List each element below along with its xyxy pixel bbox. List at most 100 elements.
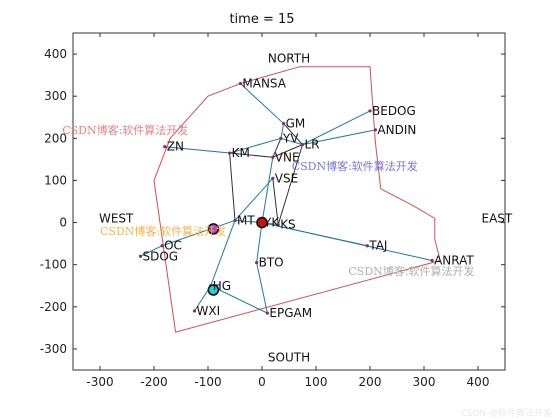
node-label-taj: TAJ xyxy=(368,239,387,253)
node-km xyxy=(228,151,232,155)
node-mt xyxy=(233,218,237,223)
node-bto xyxy=(255,260,259,265)
y-tick-label: 0 xyxy=(59,216,67,230)
node-label-lr: LR xyxy=(305,138,320,152)
node-label-sdog: SDOG xyxy=(143,249,179,263)
footer-watermark-sub: CSDN @软件算法开发 xyxy=(460,407,552,419)
x-tick-label: 100 xyxy=(305,375,328,389)
x-tick-label: 400 xyxy=(467,375,490,389)
chart-title: time = 15 xyxy=(229,12,294,27)
x-tick-label: 300 xyxy=(413,375,436,389)
nodes-layer xyxy=(138,81,434,315)
node-oc xyxy=(160,244,164,248)
edge-yv-vne xyxy=(272,138,282,158)
watermark-text-4: CSDN博客:软件算法开发 xyxy=(348,264,474,278)
edge-vse-mt xyxy=(234,177,274,221)
node-mansa xyxy=(238,81,242,86)
edge-mt-hg xyxy=(210,220,236,286)
x-tick-label: -100 xyxy=(194,375,221,389)
edge-km-vne xyxy=(229,152,273,158)
y-tick-label: 300 xyxy=(44,89,67,103)
x-tick-label: -200 xyxy=(140,375,167,389)
region-label-east: EAST xyxy=(482,212,513,226)
node-epgam xyxy=(265,311,269,315)
node-label-km: KM xyxy=(232,146,250,160)
agents-layer xyxy=(207,216,268,296)
ticks-layer: -300 -200 -100 0 100 200 300 400 -300 -200 -100 0 10… xyxy=(40,33,505,389)
edge-bto-epgam xyxy=(256,262,268,314)
region-label-north: NORTH xyxy=(268,51,310,65)
node-vse xyxy=(271,176,275,180)
edge-lr-bedog xyxy=(302,110,371,146)
edge-km-yv xyxy=(229,137,282,154)
watermark-text-3: CSDN博客:软件算法开发 xyxy=(100,224,226,238)
node-label-mt: MT xyxy=(237,213,255,227)
node-yv xyxy=(279,136,283,140)
node-label-hg: HG xyxy=(213,279,231,293)
plot-area: MANSA GM BEDOG ANDIN YV LR ZN KM VNE VSE MT YK KS OC T… xyxy=(62,32,513,371)
node-label-mansa: MANSA xyxy=(242,77,286,91)
x-tick-label: 200 xyxy=(359,375,382,389)
y-tick-label: -100 xyxy=(40,258,67,272)
edge-mt-oc xyxy=(161,219,236,247)
node-label-yv: YV xyxy=(282,131,299,145)
node-label-gm: GM xyxy=(286,117,306,131)
region-label-west: WEST xyxy=(99,212,134,226)
agent-marker-3 xyxy=(207,284,220,296)
node-label-zn: ZN xyxy=(167,140,184,154)
edge-vne-yk xyxy=(261,157,274,223)
node-ks xyxy=(276,223,280,227)
node-label-andin: ANDIN xyxy=(377,123,416,137)
edge-lr-andin xyxy=(302,129,376,146)
x-tick-label: -300 xyxy=(86,375,113,389)
node-label-bto: BTO xyxy=(259,256,284,270)
region-boundary xyxy=(153,66,441,333)
edge-yk-anrat xyxy=(261,222,433,261)
node-label-epgam: EPGAM xyxy=(269,306,312,320)
edges-layer xyxy=(140,83,433,314)
boundary-layer xyxy=(153,66,441,333)
edge-km-mt xyxy=(229,153,236,221)
watermark-layer: CSDN博客:软件算法开发 CSDN博客:软件算法开发 CSDN博客:软件算法开发 C… xyxy=(62,123,474,278)
y-tick-label: -200 xyxy=(40,300,67,314)
node-zn xyxy=(163,145,167,149)
node-label-yk: YK xyxy=(263,216,280,230)
node-label-ks: KS xyxy=(280,218,296,232)
watermark-text-1: CSDN博客:软件算法开发 xyxy=(62,123,188,137)
footer-watermark-main: 掘金技术社区 @ 软件算法开发 xyxy=(350,391,543,408)
node-label-bedog: BEDOG xyxy=(372,104,416,118)
axes-box xyxy=(72,32,506,371)
node-label-oc: OC xyxy=(164,239,182,253)
region-label-south: SOUTH xyxy=(268,351,310,365)
edge-mansa-gm xyxy=(240,83,284,124)
y-tick-label: -300 xyxy=(40,342,67,356)
y-tick-label: 100 xyxy=(44,173,67,187)
node-sdog xyxy=(138,254,143,258)
edge-lr-ks xyxy=(277,144,303,225)
edge-hg-epgam xyxy=(210,285,268,314)
node-vne xyxy=(271,155,275,159)
edge-oc-sdog xyxy=(140,245,163,257)
y-tick-label: 200 xyxy=(44,131,67,145)
node-label-wxi: WXI xyxy=(197,304,221,318)
edge-gm-lr xyxy=(283,123,303,145)
edge-vse-ks xyxy=(272,178,279,225)
y-tick-label: 400 xyxy=(44,47,67,61)
node-wxi xyxy=(192,309,197,313)
node-gm xyxy=(282,121,286,126)
edge-vne-lr xyxy=(272,144,303,158)
node-bedog xyxy=(368,109,372,113)
node-label-vne: VNE xyxy=(275,150,300,164)
node-lr xyxy=(300,143,305,147)
node-anrat xyxy=(430,258,434,263)
node-andin xyxy=(373,128,377,132)
agent-marker-1 xyxy=(256,216,268,229)
edge-yv-lr xyxy=(280,137,303,146)
edge-zn-km xyxy=(164,146,230,154)
x-tick-label: 0 xyxy=(258,375,266,389)
watermark-text-2: CSDN博客:软件算法开发 xyxy=(292,159,418,173)
regions-layer: NORTH SOUTH WEST EAST xyxy=(99,51,513,364)
node-taj xyxy=(365,244,369,248)
edge-gm-yv xyxy=(280,123,285,139)
